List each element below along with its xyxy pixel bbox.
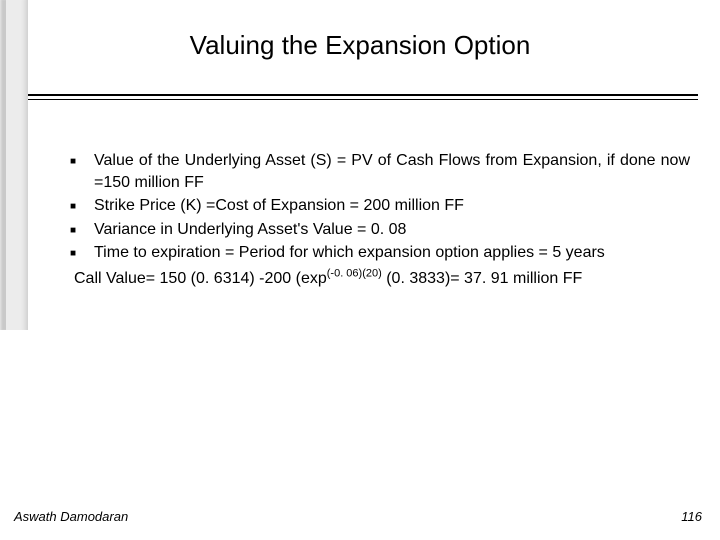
content-block: ■ Value of the Underlying Asset (S) = PV… <box>70 150 690 290</box>
calculation-line: Call Value= 150 (0. 6314) -200 (exp(-0. … <box>74 268 690 290</box>
title-underline <box>28 94 698 100</box>
page-title: Valuing the Expansion Option <box>0 30 720 61</box>
square-bullet-icon: ■ <box>70 219 94 241</box>
footer-author: Aswath Damodaran <box>14 509 128 524</box>
bullet-item: ■ Strike Price (K) =Cost of Expansion = … <box>70 195 690 217</box>
square-bullet-icon: ■ <box>70 242 94 264</box>
footer-page-number: 116 <box>681 509 702 524</box>
bullet-item: ■ Value of the Underlying Asset (S) = PV… <box>70 150 690 193</box>
calc-pre: Call Value= 150 (0. 6314) -200 (exp <box>74 270 327 287</box>
square-bullet-icon: ■ <box>70 195 94 217</box>
calc-post: (0. 3833)= 37. 91 million FF <box>382 270 583 287</box>
bullet-text: Value of the Underlying Asset (S) = PV o… <box>94 150 690 193</box>
bullet-text: Variance in Underlying Asset's Value = 0… <box>94 219 690 241</box>
bullet-text: Strike Price (K) =Cost of Expansion = 20… <box>94 195 690 217</box>
square-bullet-icon: ■ <box>70 150 94 193</box>
bullet-item: ■ Time to expiration = Period for which … <box>70 242 690 264</box>
calc-exponent: (-0. 06)(20) <box>327 268 382 280</box>
bullet-text: Time to expiration = Period for which ex… <box>94 242 690 264</box>
bullet-item: ■ Variance in Underlying Asset's Value =… <box>70 219 690 241</box>
